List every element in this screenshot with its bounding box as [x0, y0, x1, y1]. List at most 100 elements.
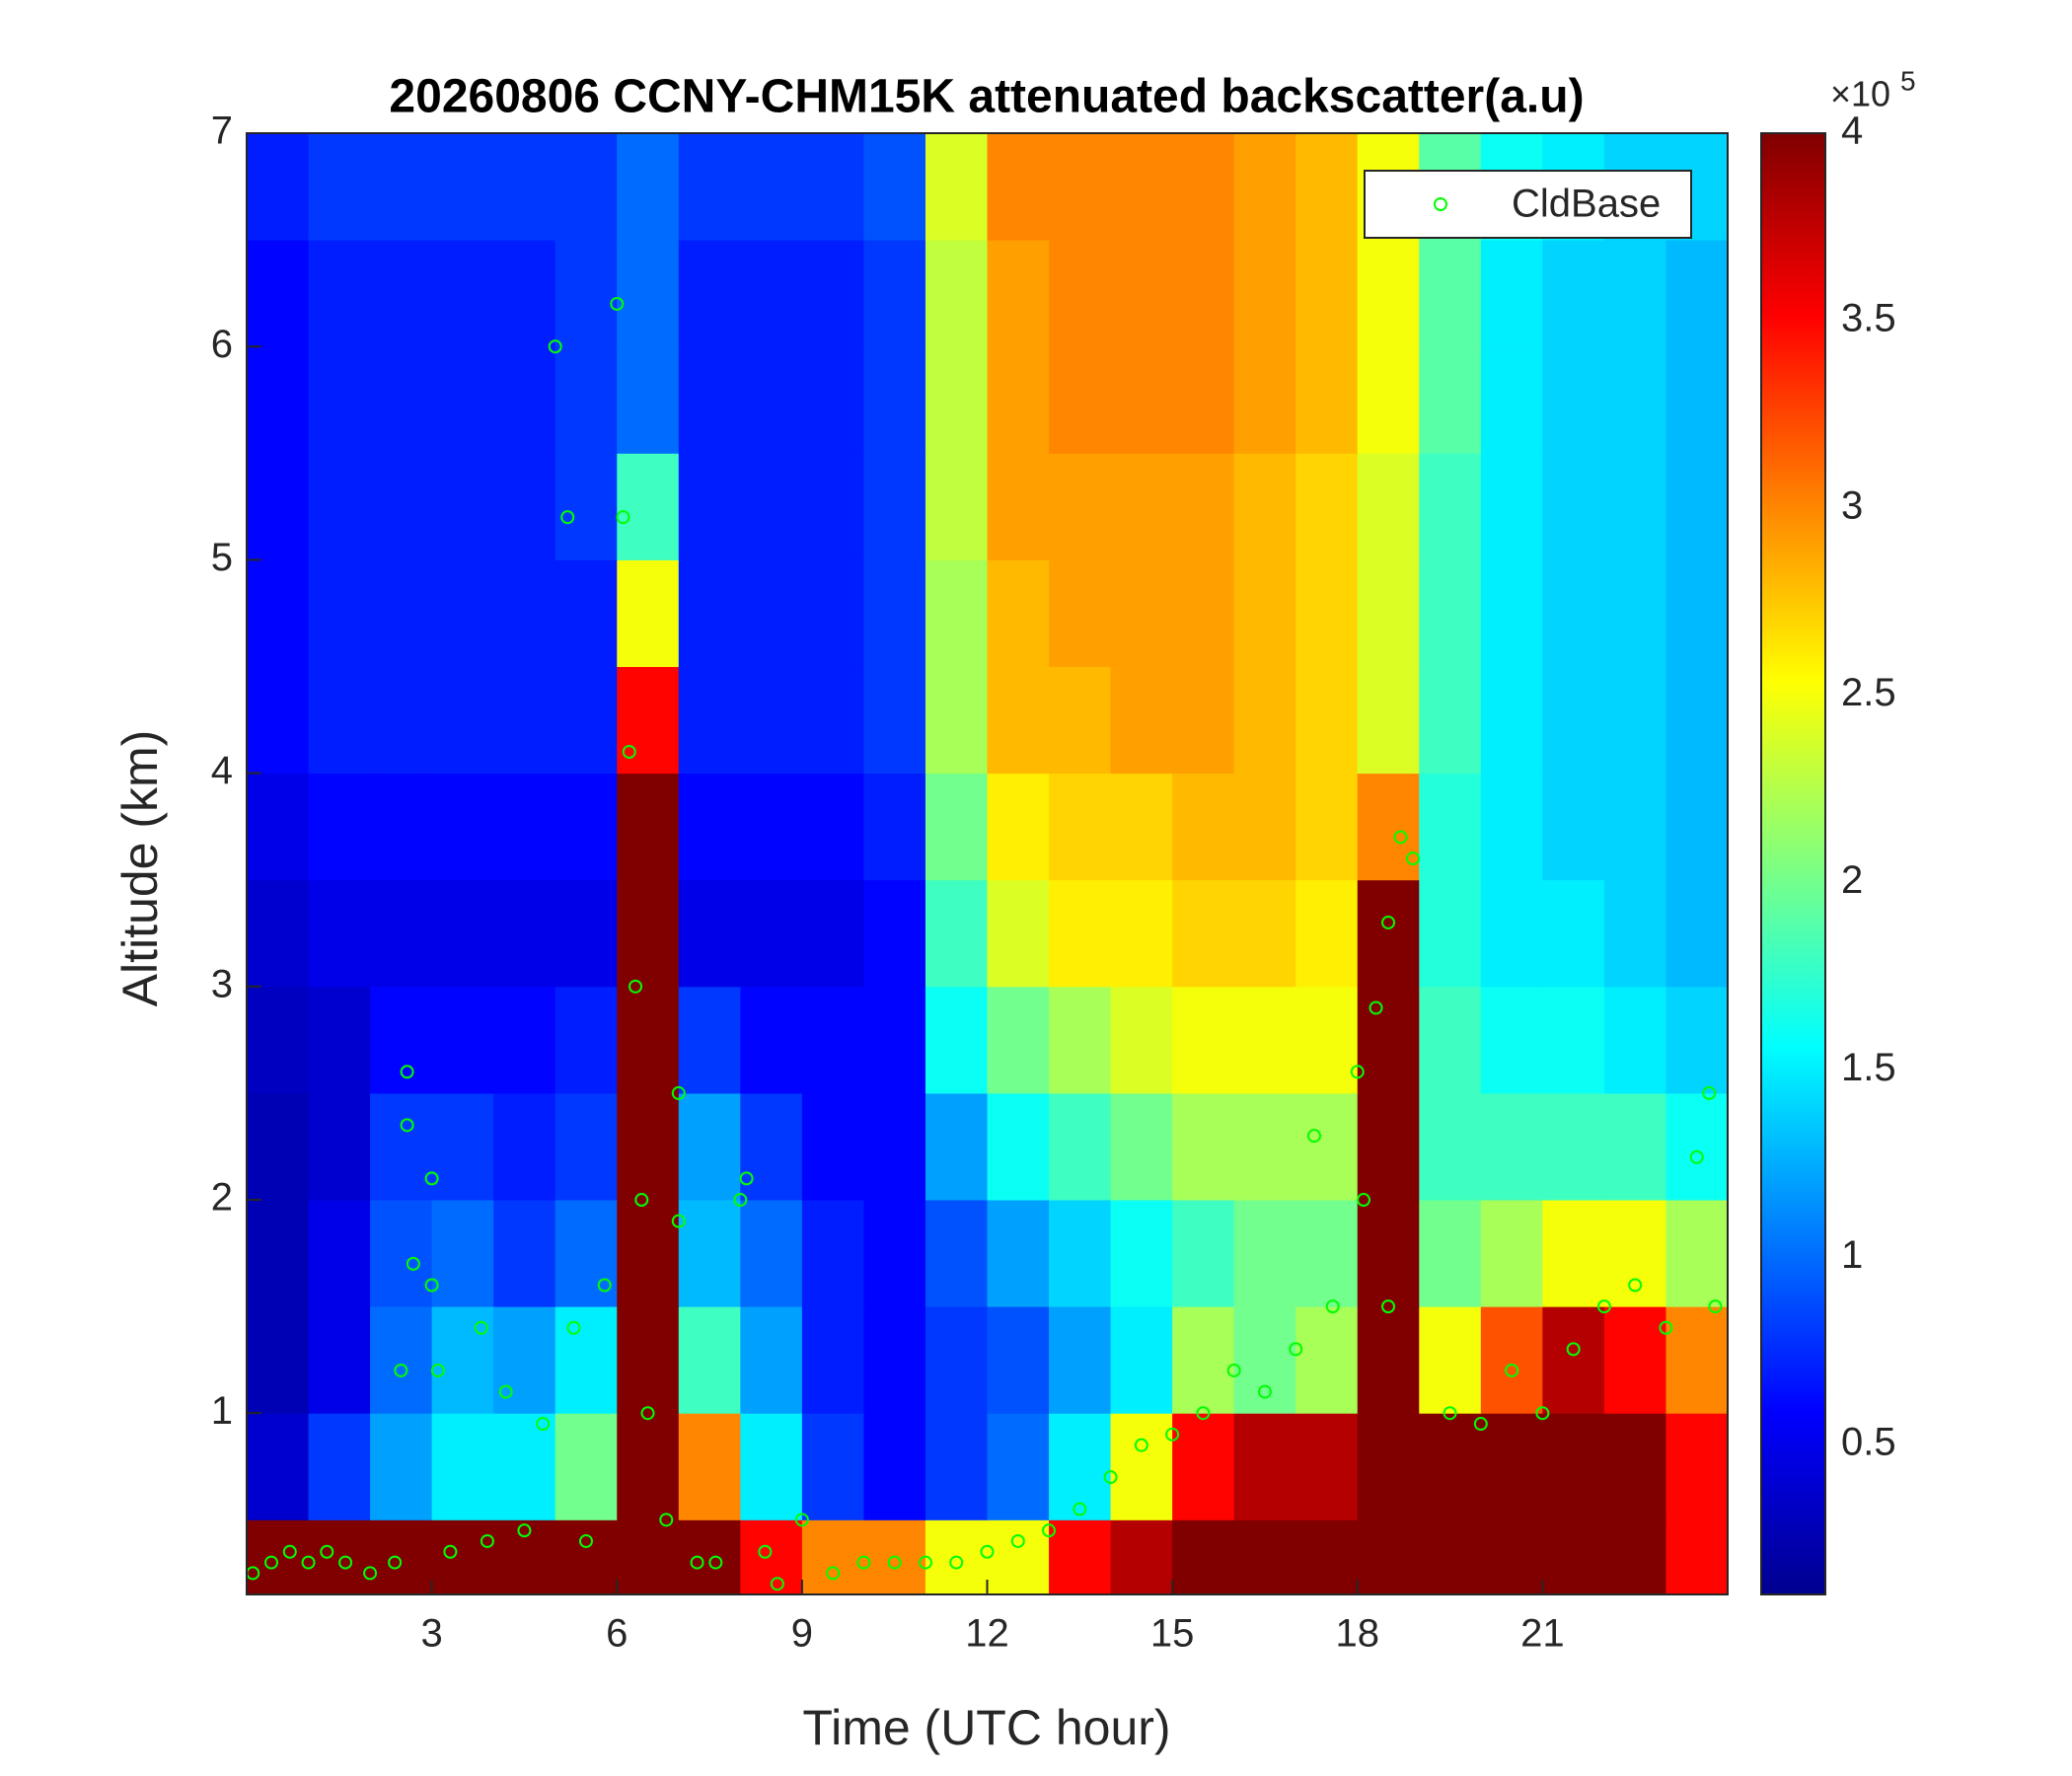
- heatmap-cell: [863, 1092, 926, 1201]
- heatmap-cell: [925, 986, 988, 1094]
- heatmap-cell: [1480, 1413, 1543, 1520]
- heatmap-cell: [1110, 1413, 1173, 1520]
- heatmap-cell: [801, 240, 864, 347]
- heatmap-cell: [1049, 1519, 1112, 1594]
- heatmap-cell: [493, 1519, 556, 1594]
- heatmap-cell: [247, 559, 310, 668]
- heatmap-cell: [925, 1413, 988, 1520]
- heatmap-cell: [617, 133, 680, 241]
- cloud-base-point: [1473, 1417, 1488, 1432]
- heatmap-cell: [555, 1413, 618, 1520]
- heatmap-cell: [678, 666, 741, 775]
- cloud-base-point: [1134, 1438, 1148, 1452]
- y-tick-label: 4: [211, 749, 233, 792]
- heatmap-cell: [1295, 1200, 1359, 1307]
- heatmap-cell: [370, 133, 433, 241]
- heatmap-cell: [1665, 346, 1728, 454]
- heatmap-cell: [493, 1306, 556, 1414]
- heatmap-cell: [925, 133, 988, 241]
- cloud-base-point: [770, 1577, 784, 1591]
- heatmap-cell: [1542, 1306, 1605, 1414]
- heatmap-cell: [1665, 453, 1728, 560]
- cloud-base-point: [338, 1555, 353, 1570]
- cloud-base-point: [856, 1555, 871, 1570]
- heatmap-cell: [740, 1413, 803, 1520]
- heatmap-cell: [1603, 1306, 1666, 1414]
- heatmap-cell: [1480, 1200, 1543, 1307]
- x-tick-label: 21: [1520, 1612, 1565, 1656]
- heatmap-cell: [1295, 1306, 1359, 1414]
- heatmap-cell: [987, 133, 1050, 241]
- cloud-base-point: [1708, 1299, 1723, 1314]
- colorbar: [1760, 132, 1826, 1595]
- cloud-base-point: [622, 744, 636, 759]
- heatmap-cell: [740, 133, 803, 241]
- heatmap-cell: [1480, 1519, 1543, 1594]
- heatmap-cell: [1049, 240, 1112, 347]
- cloud-base-point: [363, 1566, 378, 1581]
- heatmap-cell: [925, 879, 988, 988]
- heatmap-cell: [431, 1519, 494, 1594]
- cloud-base-point: [1042, 1523, 1057, 1538]
- heatmap-cell: [1357, 986, 1420, 1094]
- cloud-base-point: [739, 1171, 754, 1186]
- heatmap-cell: [987, 559, 1050, 668]
- heatmap-cell: [801, 773, 864, 881]
- heatmap-cell: [925, 453, 988, 560]
- heatmap-cell: [555, 453, 618, 560]
- heatmap-cell: [1603, 240, 1666, 347]
- heatmap-cell: [1110, 240, 1173, 347]
- heatmap-cell: [308, 346, 371, 454]
- heatmap-cell: [1233, 240, 1296, 347]
- heatmap-cell: [493, 453, 556, 560]
- heatmap-cell: [1665, 559, 1728, 668]
- cloud-base-point: [826, 1566, 841, 1581]
- cloud-base-point: [1702, 1085, 1717, 1100]
- heatmap-cell: [493, 559, 556, 668]
- heatmap-cell: [493, 346, 556, 454]
- heatmap-cell: [370, 346, 433, 454]
- cloud-base-point: [388, 1555, 403, 1570]
- heatmap-cell: [1603, 453, 1666, 560]
- x-tick-label: 18: [1336, 1612, 1380, 1656]
- heatmap-cell: [1419, 773, 1482, 881]
- heatmap-cell: [1233, 1519, 1296, 1594]
- heatmap-cell: [1603, 666, 1666, 775]
- heatmap-cell: [1295, 666, 1359, 775]
- y-tick-label: 6: [211, 323, 233, 366]
- heatmap-cell: [1419, 559, 1482, 668]
- heatmap-cell: [370, 1092, 433, 1201]
- heatmap-cell: [1603, 879, 1666, 988]
- heatmap-cell: [431, 1413, 494, 1520]
- heatmap-cell: [863, 986, 926, 1094]
- heatmap-cell: [801, 1413, 864, 1520]
- heatmap-cell: [431, 240, 494, 347]
- cloud-base-point: [949, 1555, 964, 1570]
- heatmap-cell: [1295, 453, 1359, 560]
- heatmap-cell: [370, 240, 433, 347]
- heatmap-cell: [1480, 453, 1543, 560]
- heatmap-cell: [1295, 1413, 1359, 1520]
- x-tick-label: 9: [791, 1612, 813, 1656]
- heatmap-cell: [1480, 240, 1543, 347]
- cloud-base-point: [708, 1555, 723, 1570]
- cloud-base-point: [616, 510, 630, 525]
- cloud-base-point: [1406, 851, 1421, 866]
- heatmap-cell: [863, 666, 926, 775]
- x-tick-label: 12: [965, 1612, 1009, 1656]
- heatmap-cell: [1480, 1092, 1543, 1201]
- heatmap-cell: [555, 1200, 618, 1307]
- heatmap-cell: [1542, 666, 1605, 775]
- heatmap-cell: [370, 666, 433, 775]
- heatmap-cell: [1295, 773, 1359, 881]
- cloud-base-point: [610, 296, 625, 311]
- heatmap-cell: [1110, 1092, 1173, 1201]
- y-axis-label: Altitude (km): [112, 730, 168, 1007]
- heatmap-cell: [1233, 1200, 1296, 1307]
- heatmap-cell: [308, 666, 371, 775]
- heatmap-cell: [1419, 666, 1482, 775]
- cloud-base-point: [1289, 1342, 1303, 1357]
- heatmap-cell: [1419, 986, 1482, 1094]
- heatmap-cell: [247, 1200, 310, 1307]
- colorbar-tick-label: 0.5: [1841, 1421, 1896, 1464]
